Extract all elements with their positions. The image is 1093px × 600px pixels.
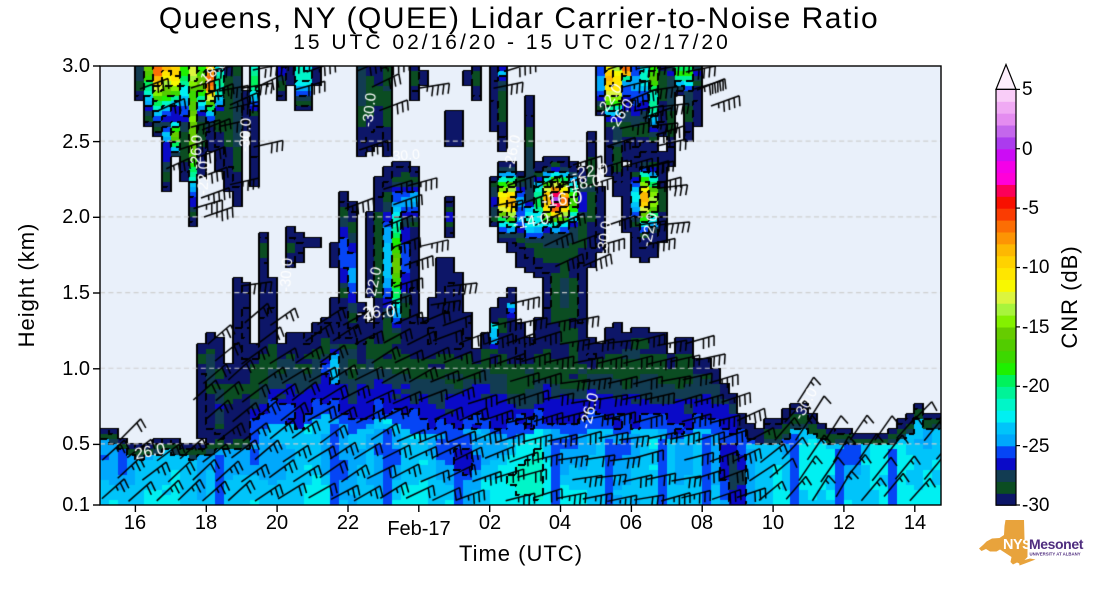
svg-text:UNIVERSITY AT ALBANY: UNIVERSITY AT ALBANY	[1030, 552, 1081, 557]
svg-text:NYS: NYS	[1003, 537, 1032, 553]
svg-text:Mesonet: Mesonet	[1029, 536, 1084, 552]
